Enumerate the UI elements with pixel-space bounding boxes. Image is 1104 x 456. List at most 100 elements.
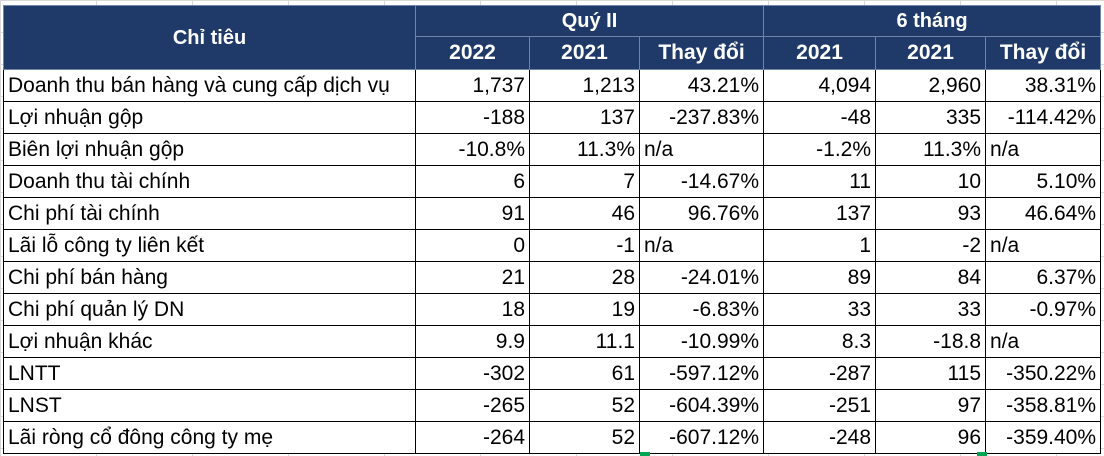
- value-cell[interactable]: 93: [875, 197, 987, 230]
- table-row: LNST -265 52 -604.39% -251 97 -358.81%: [3, 389, 1102, 422]
- value-cell[interactable]: 46: [529, 197, 640, 230]
- value-cell[interactable]: -2: [875, 229, 987, 262]
- value-cell[interactable]: -302: [415, 357, 530, 390]
- value-cell[interactable]: -114.42%: [985, 101, 1102, 134]
- header-group-quarter[interactable]: Quý II: [414, 5, 765, 37]
- value-cell[interactable]: 2,960: [875, 69, 987, 102]
- value-cell[interactable]: -10.99%: [638, 325, 765, 358]
- value-cell[interactable]: -188: [415, 101, 530, 134]
- table-row: Chi phí tài chính 91 46 96.76% 137 93 46.64%: [3, 197, 1102, 230]
- table-row: Lãi ròng cổ đông công ty mẹ -264 52 -607.12…: [3, 421, 1102, 454]
- value-cell[interactable]: 11.3%: [875, 133, 987, 166]
- value-cell[interactable]: 1,213: [529, 69, 640, 102]
- value-cell[interactable]: 115: [875, 357, 987, 390]
- value-cell[interactable]: 0: [415, 229, 530, 262]
- value-cell[interactable]: 10: [875, 165, 987, 198]
- header-group-six-months[interactable]: 6 tháng: [763, 5, 1102, 37]
- value-cell[interactable]: 61: [529, 357, 640, 390]
- header-sub-6m-2021b[interactable]: 2021: [875, 36, 987, 70]
- value-cell[interactable]: 137: [763, 197, 877, 230]
- value-cell[interactable]: 33: [763, 293, 877, 326]
- value-cell[interactable]: 19: [529, 293, 640, 326]
- value-cell[interactable]: -607.12%: [638, 421, 765, 454]
- value-cell[interactable]: n/a: [638, 133, 765, 166]
- value-cell[interactable]: -264: [415, 421, 530, 454]
- value-cell[interactable]: 1,737: [415, 69, 530, 102]
- value-cell[interactable]: -237.83%: [638, 101, 765, 134]
- value-cell[interactable]: -10.8%: [415, 133, 530, 166]
- row-label-cell[interactable]: LNTT: [3, 357, 416, 390]
- value-cell[interactable]: 5.10%: [985, 165, 1102, 198]
- table-row: Lợi nhuận khác 9.9 11.1 -10.99% 8.3 -18.8 n/a: [3, 325, 1102, 358]
- row-label-cell[interactable]: Chi phí quản lý DN: [3, 293, 416, 326]
- value-cell[interactable]: n/a: [638, 229, 765, 262]
- value-cell[interactable]: n/a: [985, 325, 1102, 358]
- value-cell[interactable]: -1: [529, 229, 640, 262]
- row-label-cell[interactable]: Lãi ròng cổ đông công ty mẹ: [3, 421, 416, 454]
- value-cell[interactable]: -248: [763, 421, 877, 454]
- value-cell[interactable]: 52: [529, 389, 640, 422]
- value-cell[interactable]: 96: [875, 421, 987, 454]
- value-cell[interactable]: 4,094: [763, 69, 877, 102]
- value-cell[interactable]: 96.76%: [638, 197, 765, 230]
- row-label-cell[interactable]: Lợi nhuận gộp: [3, 101, 416, 134]
- value-cell[interactable]: 11.3%: [529, 133, 640, 166]
- table-row: Biên lợi nhuận gộp -10.8% 11.3% n/a -1.2% 11.…: [3, 133, 1102, 166]
- value-cell[interactable]: n/a: [985, 133, 1102, 166]
- value-cell[interactable]: 9.9: [415, 325, 530, 358]
- row-label-cell[interactable]: Chi phí bán hàng: [3, 261, 416, 294]
- header-sub-q-2022[interactable]: 2022: [415, 36, 530, 70]
- value-cell[interactable]: 6: [415, 165, 530, 198]
- value-cell[interactable]: -6.83%: [638, 293, 765, 326]
- value-cell[interactable]: 18: [415, 293, 530, 326]
- row-label-cell[interactable]: Doanh thu tài chính: [3, 165, 416, 198]
- value-cell[interactable]: 43.21%: [638, 69, 765, 102]
- value-cell[interactable]: 7: [529, 165, 640, 198]
- value-cell[interactable]: -0.97%: [985, 293, 1102, 326]
- value-cell[interactable]: -24.01%: [638, 261, 765, 294]
- value-cell[interactable]: -359.40%: [985, 421, 1102, 454]
- value-cell[interactable]: 11: [763, 165, 877, 198]
- row-label-cell[interactable]: Chi phí tài chính: [3, 197, 416, 230]
- value-cell[interactable]: 335: [875, 101, 987, 134]
- value-cell[interactable]: 33: [875, 293, 987, 326]
- value-cell[interactable]: 91: [415, 197, 530, 230]
- value-cell[interactable]: -265: [415, 389, 530, 422]
- row-label-cell[interactable]: LNST: [3, 389, 416, 422]
- value-cell[interactable]: 21: [415, 261, 530, 294]
- value-cell[interactable]: -604.39%: [638, 389, 765, 422]
- value-cell[interactable]: 1: [763, 229, 877, 262]
- header-sub-6m-2021a[interactable]: 2021: [763, 36, 877, 70]
- row-label-cell[interactable]: Doanh thu bán hàng và cung cấp dịch vụ: [3, 69, 416, 102]
- value-cell[interactable]: -48: [763, 101, 877, 134]
- value-cell[interactable]: 6.37%: [985, 261, 1102, 294]
- header-sub-6m-change[interactable]: Thay đổi: [985, 36, 1102, 70]
- header-sub-row: 2022 2021 Thay đổi 2021 2021 Thay đổi: [4, 36, 1102, 70]
- value-cell[interactable]: -1.2%: [763, 133, 877, 166]
- value-cell[interactable]: -358.81%: [985, 389, 1102, 422]
- value-cell[interactable]: -18.8: [875, 325, 987, 358]
- row-label-cell[interactable]: Lợi nhuận khác: [3, 325, 416, 358]
- value-cell[interactable]: -14.67%: [638, 165, 765, 198]
- value-cell[interactable]: 89: [763, 261, 877, 294]
- header-sub-q-2021[interactable]: 2021: [529, 36, 640, 70]
- row-label-cell[interactable]: Lãi lỗ công ty liên kết: [3, 229, 416, 262]
- value-cell[interactable]: 28: [529, 261, 640, 294]
- value-cell[interactable]: 8.3: [763, 325, 877, 358]
- value-cell[interactable]: n/a: [985, 229, 1102, 262]
- value-cell[interactable]: 46.64%: [985, 197, 1102, 230]
- value-cell[interactable]: -287: [763, 357, 877, 390]
- row-label-cell[interactable]: Biên lợi nhuận gộp: [3, 133, 416, 166]
- header-sub-q-change[interactable]: Thay đổi: [638, 36, 765, 70]
- value-cell[interactable]: 137: [529, 101, 640, 134]
- header-label-column[interactable]: Chỉ tiêu: [3, 5, 416, 70]
- value-cell[interactable]: 97: [875, 389, 987, 422]
- value-cell[interactable]: -350.22%: [985, 357, 1102, 390]
- value-cell[interactable]: 52: [529, 421, 640, 454]
- table-row: LNTT -302 61 -597.12% -287 115 -350.22%: [3, 357, 1102, 390]
- value-cell[interactable]: 11.1: [529, 325, 640, 358]
- value-cell[interactable]: 38.31%: [985, 69, 1102, 102]
- value-cell[interactable]: -251: [763, 389, 877, 422]
- value-cell[interactable]: -597.12%: [638, 357, 765, 390]
- value-cell[interactable]: 84: [875, 261, 987, 294]
